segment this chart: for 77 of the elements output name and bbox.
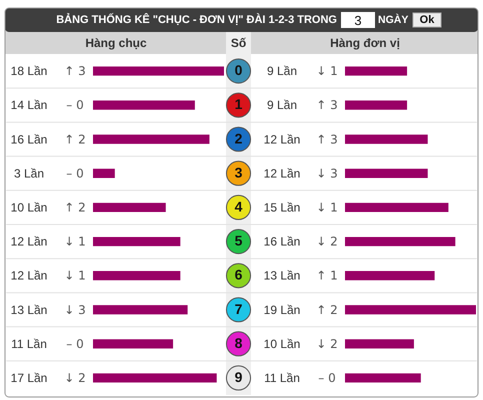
text: ↓ 3 (316, 166, 338, 180)
bar (93, 66, 224, 76)
data-label: 17 Lần (10, 370, 48, 385)
text: ↓ 1 (64, 234, 86, 249)
bar (345, 100, 408, 110)
bar (93, 271, 180, 280)
data-label: 14 Lần (10, 98, 48, 112)
bar (345, 66, 408, 76)
y-tick-label: 4 (234, 198, 243, 214)
chart-title: Hàng chục (85, 36, 147, 50)
text: ↑ 2 (64, 200, 86, 214)
data-label: 19 Lần (264, 302, 300, 317)
text: 3 (354, 13, 362, 28)
text: ↑ 2 (64, 132, 86, 146)
data-label: 9 Lần (266, 64, 298, 78)
bar (93, 202, 166, 212)
bar (93, 236, 180, 246)
data-label: 10 Lần (264, 336, 300, 351)
text: ↑ 3 (316, 98, 338, 112)
bar (345, 271, 435, 280)
bar (93, 168, 115, 178)
text: ↓ 2 (316, 336, 338, 351)
text: ↓ 1 (316, 64, 338, 78)
data-label: 12 Lần (264, 166, 300, 180)
data-label: 13 Lần (264, 268, 300, 283)
chart-title: Hàng đơn vị (330, 36, 400, 50)
data-label: 11 Lần (11, 336, 47, 351)
text: – 0 (66, 336, 84, 351)
data-label: 13 Lần (10, 302, 48, 317)
bar (93, 100, 195, 110)
data-label: 16 Lần (10, 132, 48, 146)
text: BẢNG THỐNG KÊ "CHỤC - ĐƠN VỊ" ĐÀI 1-2-3 TRONG (56, 13, 337, 26)
data-label: 10 Lần (10, 200, 48, 214)
data-label: 12 Lần (264, 132, 300, 146)
bar (93, 339, 174, 348)
bar (345, 339, 414, 348)
y-axis-title: Số (230, 36, 246, 50)
text: ↓ 1 (316, 200, 338, 214)
y-tick-label: 2 (234, 130, 243, 146)
text: – 0 (66, 166, 84, 180)
bar (345, 373, 421, 383)
bar (345, 236, 456, 246)
bar (345, 168, 428, 178)
text: ↓ 1 (64, 268, 86, 283)
data-label: 9 Lần (266, 98, 298, 112)
text: ↑ 3 (64, 64, 86, 78)
bar (93, 305, 188, 314)
data-label: 18 Lần (10, 64, 48, 78)
y-tick-label: 0 (234, 62, 243, 78)
text: ↓ 3 (64, 302, 86, 317)
bar (345, 202, 448, 212)
data-label: 15 Lần (264, 200, 300, 214)
data-label: 11 Lần (264, 370, 300, 385)
y-tick-label: 6 (234, 266, 243, 283)
bar (93, 134, 210, 144)
text: ↓ 2 (64, 370, 86, 385)
bar (345, 305, 476, 314)
data-label: 12 Lần (10, 234, 48, 249)
text: ↓ 2 (316, 234, 338, 249)
text: – 0 (66, 98, 84, 112)
data-label: 12 Lần (10, 268, 48, 283)
text: ↑ 1 (316, 268, 338, 283)
text: Ok (420, 14, 436, 26)
text: ↑ 3 (316, 132, 338, 146)
y-tick-label: 7 (234, 300, 243, 317)
y-tick-label: 9 (234, 368, 243, 385)
text: ↑ 2 (316, 302, 338, 317)
bar (93, 373, 217, 383)
bar (345, 134, 428, 144)
y-tick-label: 1 (234, 96, 243, 112)
text: NGÀY (378, 13, 408, 26)
y-tick-label: 5 (234, 232, 243, 249)
y-tick-label: 3 (234, 164, 243, 180)
text: – 0 (318, 370, 336, 385)
data-label: 3 Lần (14, 166, 44, 180)
y-tick-label: 8 (234, 334, 243, 351)
data-label: 16 Lần (264, 234, 300, 249)
